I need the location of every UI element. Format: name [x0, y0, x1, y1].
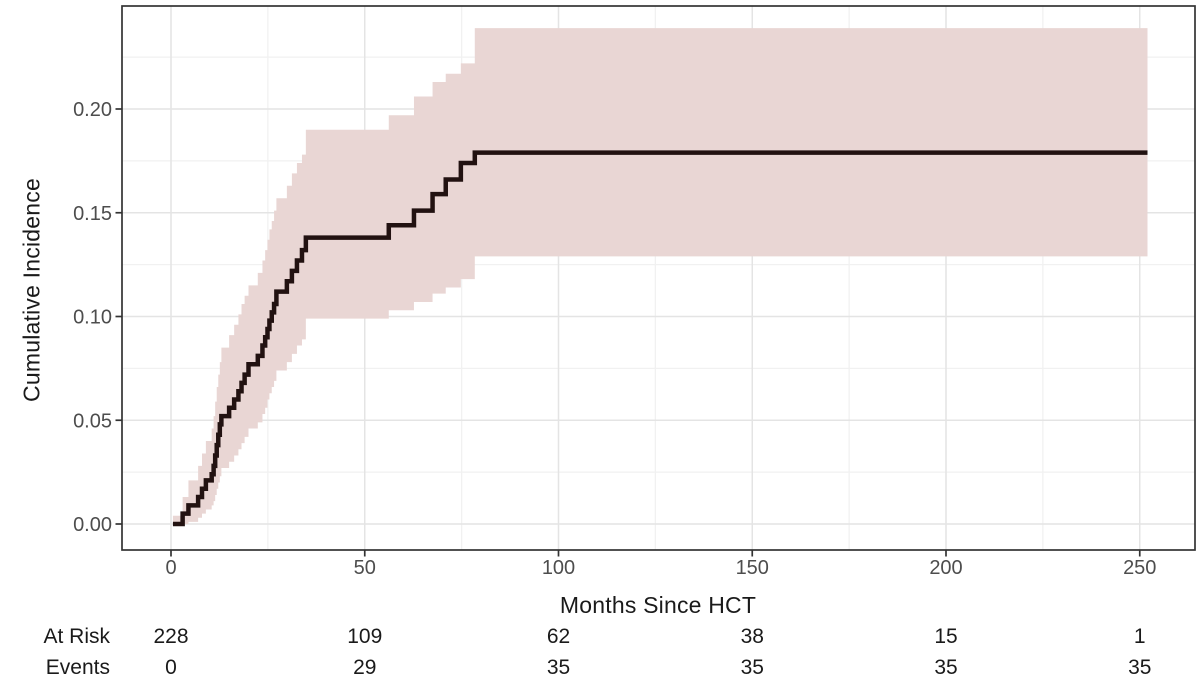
risk-value-at-risk: 38: [740, 625, 764, 648]
y-axis-tick-label: 0.15: [73, 203, 112, 225]
risk-row-label-events: Events: [45, 656, 110, 679]
y-axis-tick-label: 0.05: [73, 410, 112, 432]
x-axis-title: Months Since HCT: [559, 592, 757, 618]
confidence-band: [172, 28, 1148, 524]
risk-value-events: 35: [546, 656, 571, 679]
x-axis-tick-label: 200: [929, 557, 962, 579]
risk-value-events: 35: [1128, 656, 1152, 679]
risk-value-at-risk: 109: [347, 625, 383, 648]
risk-row-label-at-risk: At Risk: [43, 625, 110, 648]
y-axis-tick-label: 0.20: [73, 99, 112, 121]
y-axis-tick-label: 0.10: [73, 307, 112, 329]
x-axis-tick-label: 0: [165, 557, 176, 579]
y-axis-tick-label: 0.00: [73, 514, 112, 536]
risk-value-events: 0: [165, 656, 177, 679]
risk-value-at-risk: 228: [153, 625, 189, 648]
risk-value-events: 29: [353, 656, 377, 679]
panel-border: [121, 5, 1196, 551]
y-axis-title: Cumulative Incidence: [18, 178, 45, 402]
x-axis-tick-label: 250: [1123, 557, 1156, 579]
risk-value-at-risk: 15: [934, 625, 958, 648]
risk-value-at-risk: 62: [546, 625, 571, 648]
risk-value-at-risk: 1: [1133, 625, 1146, 648]
risk-value-events: 35: [740, 656, 764, 679]
x-axis-tick-label: 100: [542, 557, 575, 579]
x-axis-tick-label: 50: [354, 557, 376, 579]
x-axis-tick-label: 150: [736, 557, 769, 579]
risk-value-events: 35: [934, 656, 958, 679]
cumulative-incidence-curve: [172, 150, 1148, 527]
